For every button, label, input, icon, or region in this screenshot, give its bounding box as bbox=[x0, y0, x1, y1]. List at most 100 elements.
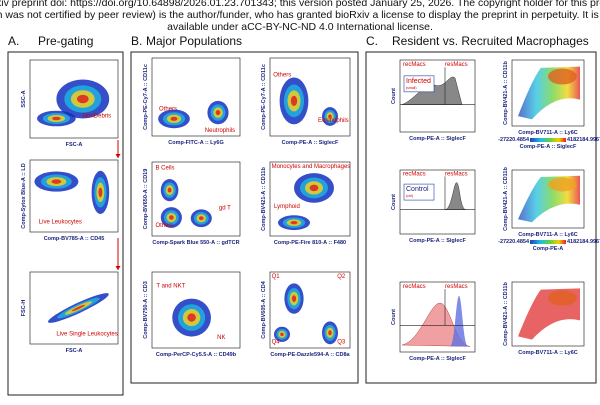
panel-letter: B. bbox=[131, 34, 142, 48]
scale-min: -27220.4854 bbox=[498, 239, 530, 245]
panel-letter: C. bbox=[366, 34, 378, 48]
x-axis-label: FSC-A bbox=[66, 348, 83, 354]
density-blob bbox=[169, 215, 174, 220]
y-axis-label: FSC-H bbox=[21, 300, 27, 317]
x-axis-label: Comp-PE-A :: SiglecF bbox=[282, 140, 339, 146]
gate-label: B Cells bbox=[156, 165, 175, 171]
x-axis-label: Comp-FITC-A :: Ly6G bbox=[168, 140, 224, 146]
y-axis-label: Comp-BV421-A :: CD11b bbox=[261, 167, 267, 231]
legend-note: (small) bbox=[406, 86, 417, 90]
density-blob bbox=[290, 95, 298, 107]
x-axis-label: Comp-PE-Dazzle594-A :: CD8a bbox=[270, 352, 350, 358]
density-blob bbox=[291, 295, 297, 302]
y-axis-label: Count bbox=[391, 309, 397, 325]
plot-area bbox=[399, 59, 476, 133]
gate-label: recMacs bbox=[403, 284, 426, 290]
legend-box bbox=[403, 183, 435, 201]
header-line: bioRxiv preprint doi: https://doi.org/10… bbox=[0, 0, 600, 9]
x-axis-label: Comp-PE-A :: SiglecF bbox=[409, 136, 466, 142]
gate-label: resMacs bbox=[445, 62, 468, 68]
y-axis-label: Count bbox=[391, 194, 397, 210]
legend-title: Control bbox=[406, 186, 429, 193]
density-blob bbox=[328, 330, 332, 336]
gate-label: Eosinophils bbox=[318, 118, 349, 124]
density-blob bbox=[215, 110, 221, 116]
gate-label: Live Leukocytes bbox=[39, 219, 82, 225]
density-blob bbox=[170, 116, 178, 121]
x-axis-label: Comp-Spark Blue 550-A :: gdTCR bbox=[152, 240, 239, 246]
gate-label: resMacs bbox=[445, 284, 468, 290]
panel-letter: A. bbox=[8, 34, 19, 48]
gate-label: Others bbox=[273, 73, 291, 79]
histogram bbox=[444, 182, 467, 210]
color-scale bbox=[530, 138, 566, 142]
color-scale bbox=[530, 240, 566, 244]
gate-label: Neutrophils bbox=[205, 128, 235, 134]
gate-label: Lymphoid bbox=[274, 204, 300, 210]
gating-arrow-head bbox=[115, 154, 121, 158]
legend-title: Infected bbox=[406, 78, 431, 85]
y-axis-label: Comp-Sytox Blue-A :: LD bbox=[21, 163, 27, 229]
legend-box bbox=[403, 75, 435, 93]
y-axis-label: Comp-BV650-A :: CD19 bbox=[143, 169, 149, 230]
density-blob bbox=[328, 114, 332, 119]
scale-max: 4182184.9967 bbox=[567, 137, 600, 143]
x-axis-label: Comp-BV711-A :: Ly6C bbox=[518, 350, 578, 356]
gate-label: NK bbox=[217, 335, 225, 341]
gate-label: Q3 bbox=[337, 339, 346, 345]
panel-frame bbox=[7, 51, 124, 396]
gate-label: gd T bbox=[219, 205, 231, 211]
y-axis-label: Count bbox=[391, 88, 397, 104]
x-axis-label: Comp-PE-A :: SiglecF bbox=[409, 356, 466, 362]
panel-title: Major Populations bbox=[146, 34, 242, 48]
x-axis-label: Comp-PerCP-Cy5.5-A :: CD49b bbox=[156, 352, 237, 358]
density-blob bbox=[51, 179, 62, 184]
y-axis-label: SSC-A bbox=[21, 90, 27, 107]
x-axis-label: Comp-PE-A :: SiglecF bbox=[409, 238, 466, 244]
gate-label: NonDebris bbox=[83, 114, 111, 120]
y-axis-label: Comp-BV750-A :: CD3 bbox=[143, 281, 149, 339]
y-axis-label: Comp-BV605-A :: CD4 bbox=[261, 280, 267, 338]
gate-label: Q1 bbox=[272, 274, 281, 280]
density-blob bbox=[98, 187, 103, 198]
header-line: (which was not certified by peer review)… bbox=[0, 9, 600, 21]
density-blob bbox=[309, 184, 319, 192]
y-axis-label: Comp-PE-Cy7-A :: CD11c bbox=[143, 64, 149, 130]
density-blob bbox=[187, 313, 196, 322]
density-blob bbox=[71, 304, 86, 312]
x-axis-label: Comp-PE-Fire 810-A :: F480 bbox=[274, 240, 346, 246]
scale-label: Comp-PE-A bbox=[533, 246, 564, 252]
density-heat bbox=[548, 290, 577, 306]
scale-label: Comp-PE-A :: SiglecF bbox=[520, 144, 577, 150]
density-blob bbox=[280, 332, 284, 336]
y-axis-label: Comp-BV421-A :: CD11b bbox=[503, 61, 509, 125]
panel-frame bbox=[365, 51, 597, 384]
histogram bbox=[450, 296, 468, 347]
density-blob bbox=[52, 116, 61, 121]
density-blob bbox=[198, 216, 204, 221]
x-axis-label: Comp-BV711-A :: Ly6C bbox=[518, 130, 578, 136]
density-blob bbox=[167, 187, 172, 193]
density-heat bbox=[548, 177, 577, 192]
x-axis-label: FSC-A bbox=[66, 142, 83, 148]
gate-label: Others bbox=[156, 223, 174, 229]
gate-label: Monocytes and Macrophages bbox=[272, 164, 351, 170]
panel-title: Pre-gating bbox=[38, 34, 93, 48]
panel-frame bbox=[130, 51, 359, 384]
gate-label: Q4 bbox=[272, 339, 281, 345]
header-line: available under aCC-BY-NC-ND 4.0 Interna… bbox=[167, 21, 433, 33]
gate-label: recMacs bbox=[403, 62, 426, 68]
gate-label: Q2 bbox=[337, 274, 346, 280]
gate-label: recMacs bbox=[403, 171, 426, 177]
gating-arrow-head bbox=[115, 266, 121, 270]
gate-label: T and NKT bbox=[156, 283, 185, 289]
plot-area bbox=[399, 169, 476, 235]
density-blob bbox=[290, 221, 298, 225]
gate-label: resMacs bbox=[445, 171, 468, 177]
gate-label: Live Single Leukocytes bbox=[56, 331, 117, 337]
scale-max: 4182184.9967 bbox=[567, 239, 600, 245]
density-heat bbox=[548, 68, 577, 85]
x-axis-label: Comp-BV785-A :: CD45 bbox=[44, 236, 105, 242]
x-axis-label: Comp-BV711-A :: Ly6C bbox=[518, 232, 578, 238]
